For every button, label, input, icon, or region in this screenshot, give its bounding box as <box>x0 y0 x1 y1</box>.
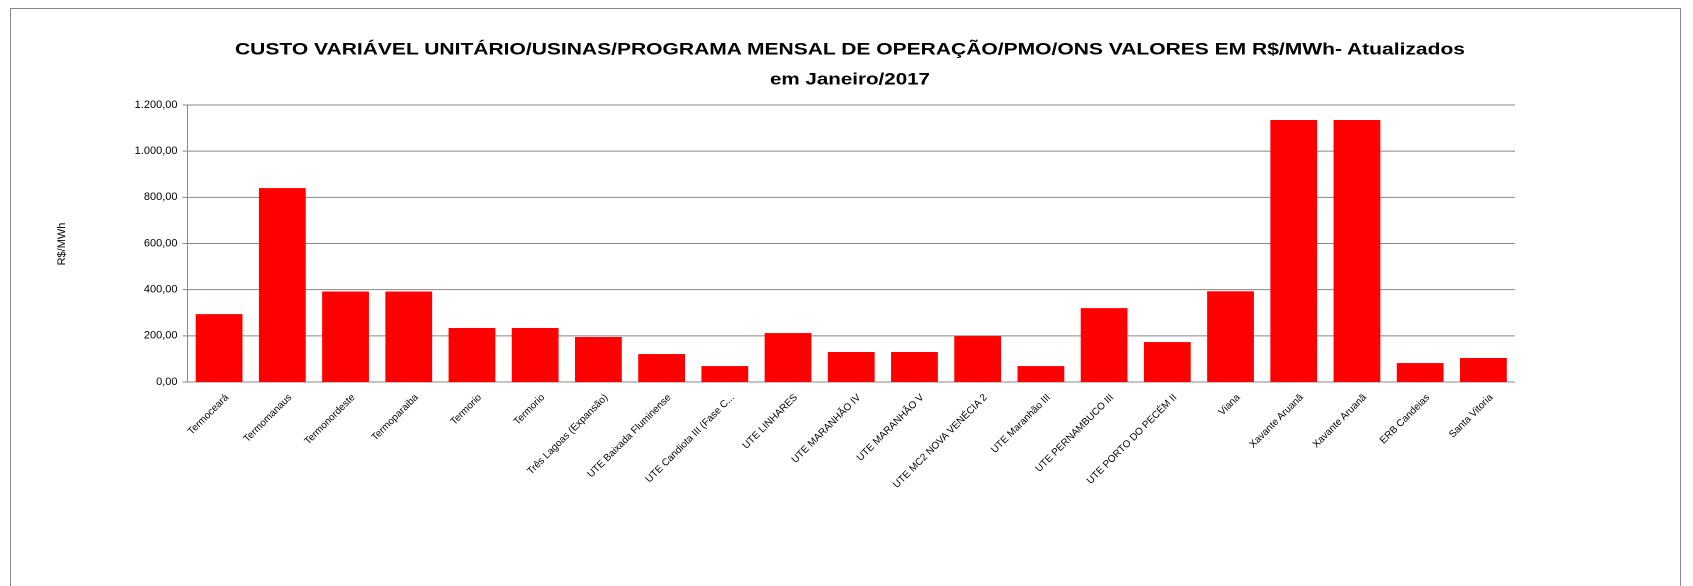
bar <box>322 291 369 382</box>
bar <box>701 366 749 382</box>
y-tick-label: 0,00 <box>156 376 177 388</box>
bar <box>954 336 1002 382</box>
bar <box>1460 357 1507 382</box>
y-tick-label: 1.200,00 <box>135 99 178 111</box>
y-tick-label: 800,00 <box>144 191 178 203</box>
y-axis-label: R$/MWh <box>56 223 68 266</box>
bar <box>1080 308 1128 382</box>
bar <box>258 188 306 382</box>
chart-title: CUSTO VARIÁVEL UNITÁRIO/USINAS/PROGRAMA … <box>235 38 1465 58</box>
bar <box>195 314 243 382</box>
bar <box>1396 363 1444 382</box>
y-tick-label: 200,00 <box>144 330 178 342</box>
bar <box>891 351 938 382</box>
bar <box>1207 291 1254 382</box>
bar <box>764 333 812 382</box>
bar <box>448 327 496 382</box>
bar <box>1333 120 1381 383</box>
chart-title: em Janeiro/2017 <box>770 69 930 88</box>
bar <box>1270 120 1318 383</box>
bar <box>1143 342 1191 382</box>
bar <box>638 354 685 382</box>
bar <box>827 351 875 382</box>
y-tick-label: 600,00 <box>144 237 178 249</box>
bar <box>385 291 433 382</box>
y-tick-label: 1.000,00 <box>135 145 178 157</box>
bar <box>575 336 622 382</box>
bar <box>1017 366 1065 382</box>
y-tick-label: 400,00 <box>144 284 178 296</box>
bar <box>511 327 559 382</box>
